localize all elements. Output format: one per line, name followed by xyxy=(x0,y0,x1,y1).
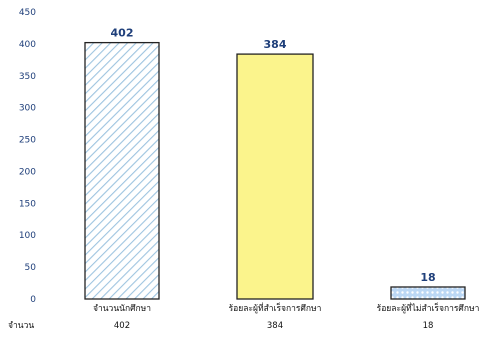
bar xyxy=(84,41,160,300)
bar xyxy=(390,286,466,300)
x-tick-label: ร้อยละผู้ที่สำเร็จการศึกษา xyxy=(229,302,322,314)
y-tick-label: 50 xyxy=(25,263,37,273)
y-tick-label: 100 xyxy=(19,231,36,241)
table-row-label: จำนวน xyxy=(8,321,34,331)
data-table: จำนวน 402 384 18 xyxy=(8,321,433,331)
table-cell: 18 xyxy=(423,321,434,331)
y-axis: 0 50 100 150 200 250 300 350 400 450 xyxy=(19,8,36,305)
x-tick-label: ร้อยละผู้ที่ไม่สำเร็จการศึกษา xyxy=(377,302,480,314)
y-tick-label: 200 xyxy=(19,167,36,177)
x-tick-label: จำนวนนักศึกษา xyxy=(93,304,151,314)
y-tick-label: 400 xyxy=(19,40,36,50)
y-tick-label: 450 xyxy=(19,8,36,18)
category-labels: จำนวนนักศึกษา ร้อยละผู้ที่สำเร็จการศึกษา ร… xyxy=(93,302,479,314)
y-tick-label: 350 xyxy=(19,72,36,82)
table-cell: 402 xyxy=(114,321,130,331)
data-label: 384 xyxy=(264,38,287,51)
data-labels: 402 384 18 xyxy=(111,27,436,284)
y-tick-label: 250 xyxy=(19,136,36,146)
bars xyxy=(84,41,466,300)
table-cell: 384 xyxy=(267,321,283,331)
y-tick-label: 0 xyxy=(30,295,36,305)
bar xyxy=(236,53,314,300)
data-label: 18 xyxy=(420,271,435,284)
data-label: 402 xyxy=(111,27,134,40)
y-tick-label: 300 xyxy=(19,104,36,114)
y-tick-label: 150 xyxy=(19,199,36,209)
